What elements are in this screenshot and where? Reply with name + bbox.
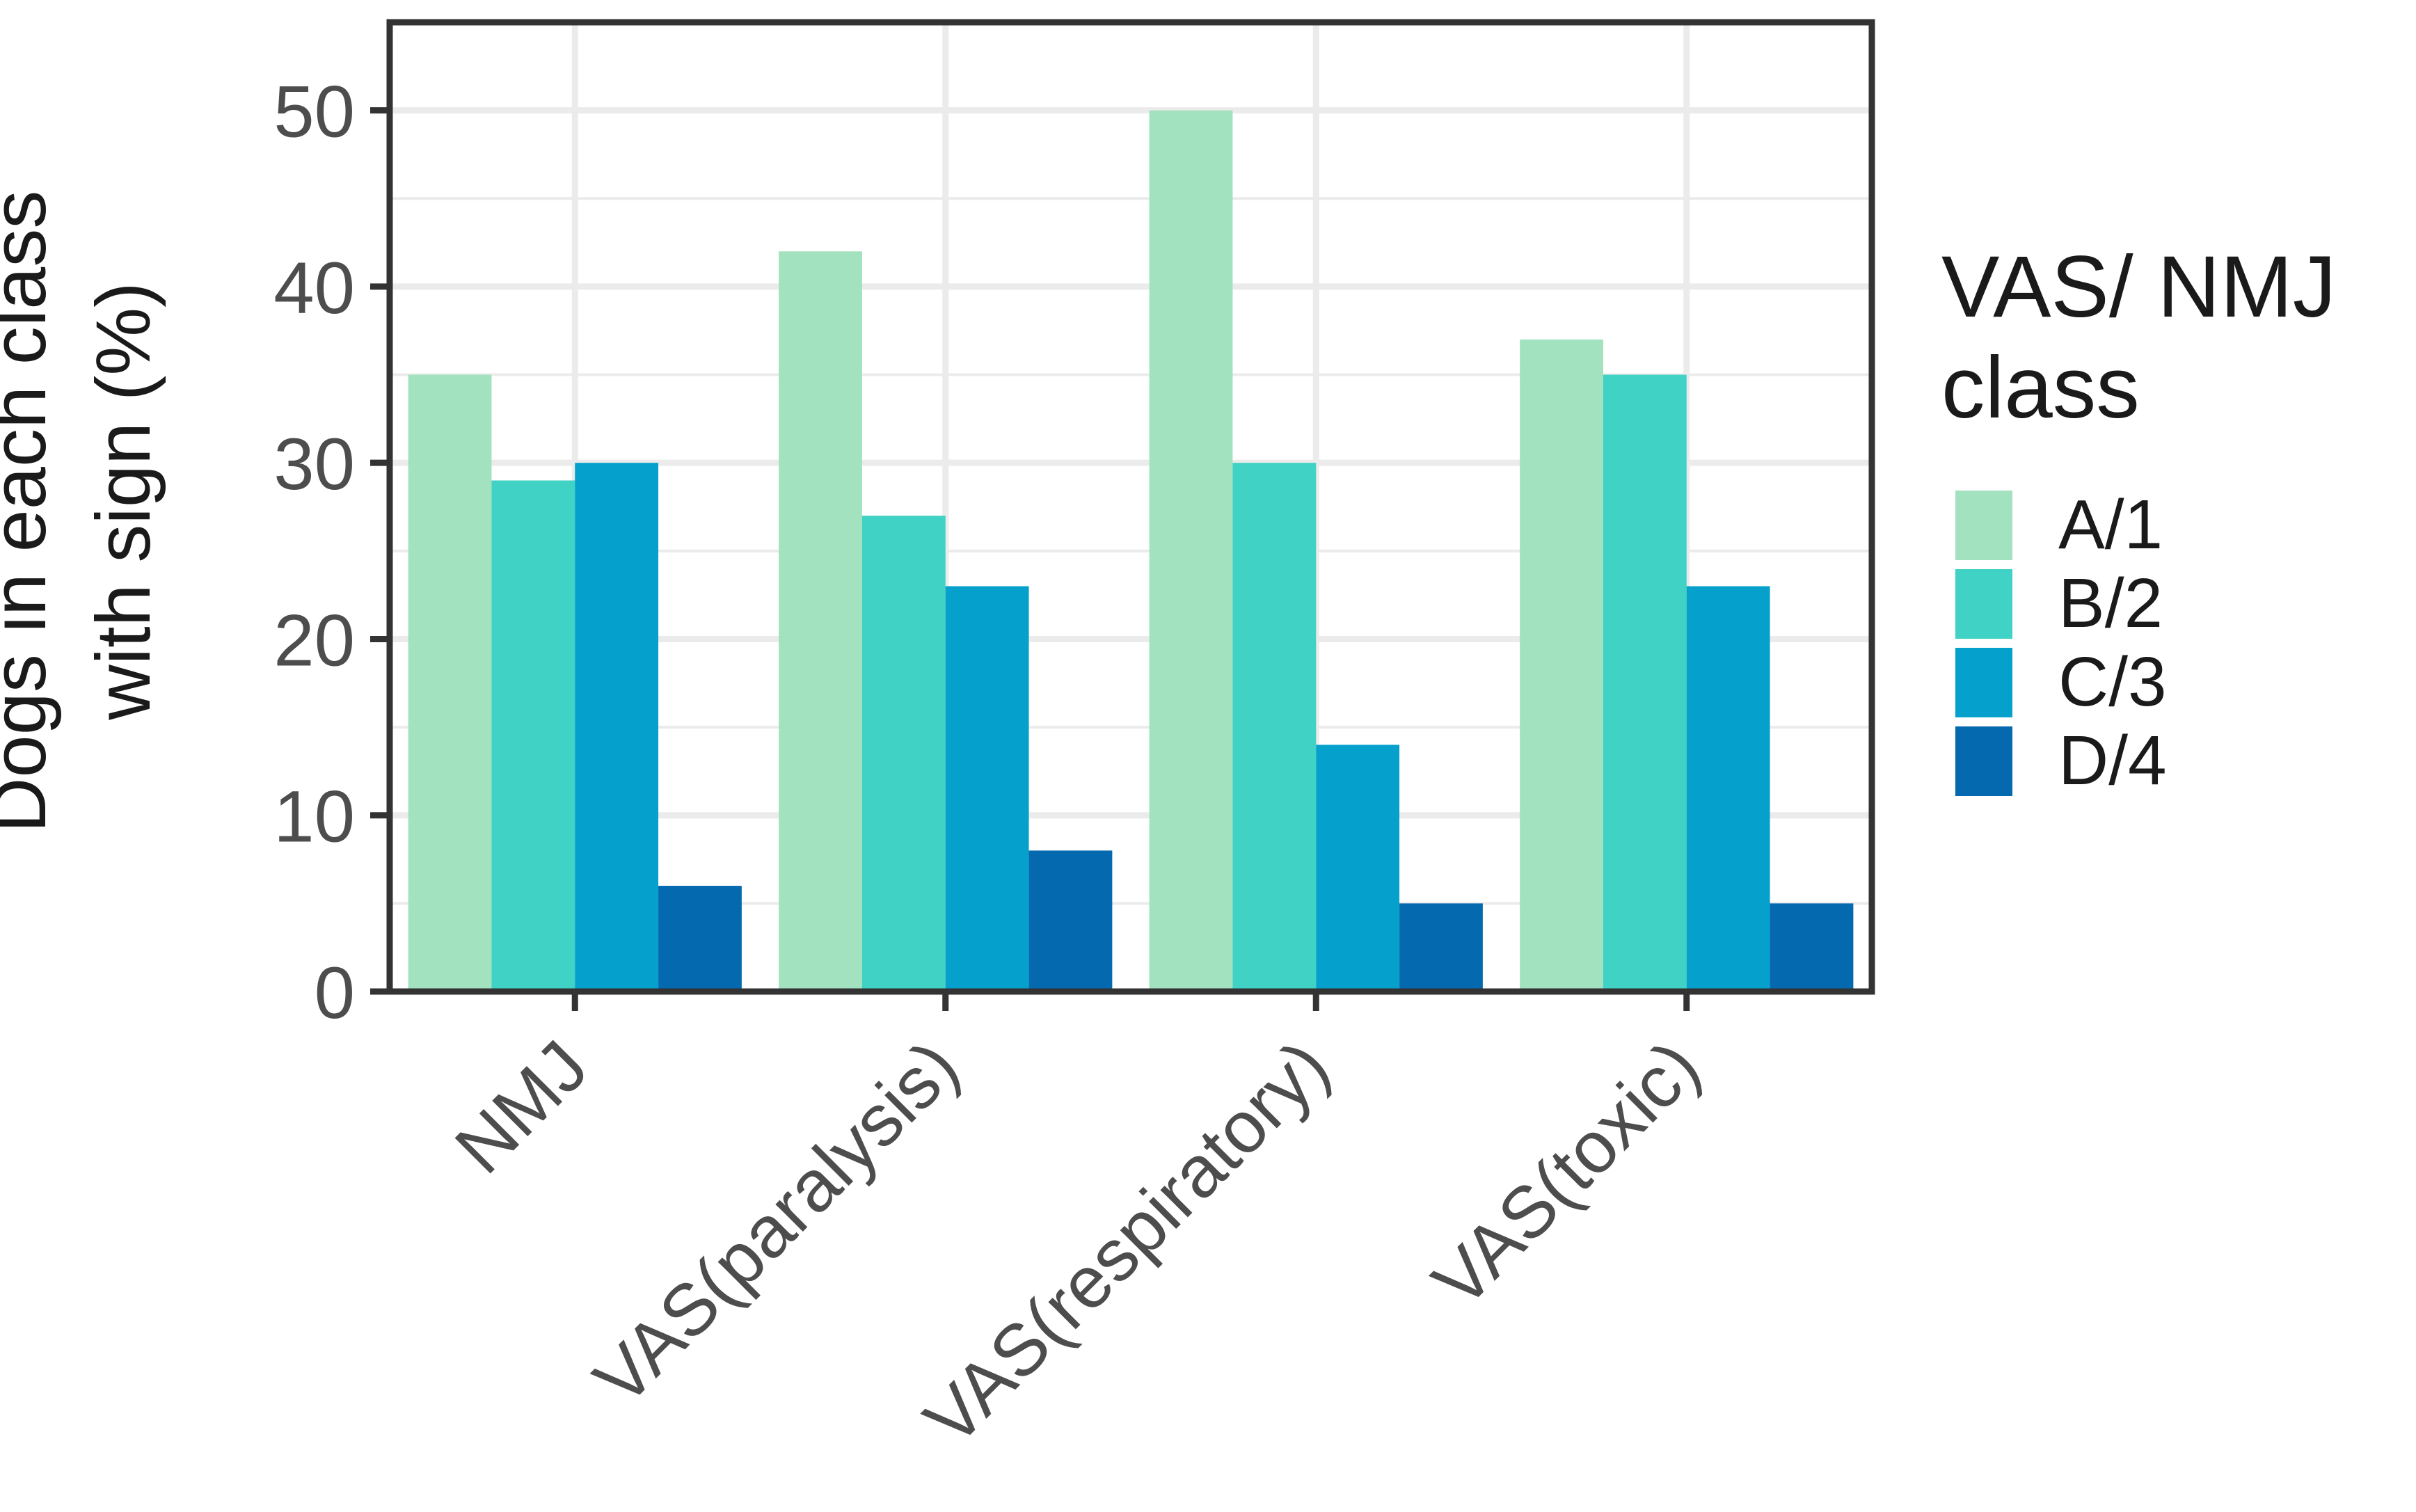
legend-label-C-3: C/3 bbox=[2058, 643, 2167, 721]
bar-A-1-vas-respiratory bbox=[1149, 110, 1233, 992]
legend-label-D-4: D/4 bbox=[2058, 722, 2167, 799]
bar-A-1-nmj bbox=[408, 374, 492, 992]
y-axis-title-line-1: Dogs in each class bbox=[0, 191, 62, 833]
y-axis-title: Dogs in each class with sign (%) bbox=[0, 169, 166, 833]
legend-swatch-B-2 bbox=[1955, 569, 2012, 639]
legend-label-A-1: A/1 bbox=[2058, 486, 2163, 564]
legend-swatch-A-1 bbox=[1955, 491, 2012, 560]
x-tick-label: VAS(paralysis) bbox=[579, 1026, 974, 1421]
x-tick-label: VAS(respiratory) bbox=[909, 1026, 1345, 1461]
y-tick-label: 10 bbox=[273, 777, 355, 858]
bar-B-2-vas-respiratory bbox=[1232, 463, 1317, 992]
y-tick-label: 40 bbox=[273, 248, 355, 329]
bar-C-3-vas-paralysis bbox=[945, 586, 1029, 992]
legend-title-line-2: class bbox=[1941, 340, 2140, 436]
plot-border bbox=[386, 19, 1875, 995]
bar-C-3-vas-toxic bbox=[1686, 586, 1770, 992]
bar-B-2-nmj bbox=[491, 480, 575, 992]
bar-B-2-vas-paralysis bbox=[861, 516, 946, 992]
legend-label-B-2: B/2 bbox=[2058, 564, 2163, 642]
y-tick-label: 50 bbox=[273, 72, 355, 153]
bar-D-4-vas-toxic bbox=[1770, 903, 1854, 992]
legend-title-line-1: VAS/ NMJ bbox=[1941, 239, 2336, 335]
y-axis-title-line-2: with sign (%) bbox=[81, 282, 166, 721]
bar-C-3-nmj bbox=[575, 463, 659, 992]
bar-B-2-vas-toxic bbox=[1603, 374, 1687, 992]
bar-A-1-vas-paralysis bbox=[779, 251, 862, 992]
legend-swatch-D-4 bbox=[1955, 726, 2012, 796]
bar-D-4-vas-respiratory bbox=[1399, 903, 1483, 992]
bar-A-1-vas-toxic bbox=[1520, 339, 1603, 992]
bars bbox=[408, 110, 1854, 992]
legend: VAS/ NMJ class A/1B/2C/3D/4 bbox=[1941, 239, 2360, 799]
bar-D-4-nmj bbox=[658, 886, 742, 992]
y-tick-label: 20 bbox=[273, 600, 355, 681]
bar-D-4-vas-paralysis bbox=[1028, 850, 1113, 992]
y-tick-label: 30 bbox=[273, 424, 355, 505]
x-tick-label: VAS(toxic) bbox=[1417, 1026, 1715, 1323]
bar-C-3-vas-respiratory bbox=[1316, 745, 1400, 992]
legend-title: VAS/ NMJ class bbox=[1941, 239, 2360, 436]
x-tick-label: NMJ bbox=[440, 1026, 603, 1189]
legend-swatch-C-3 bbox=[1955, 648, 2012, 717]
y-tick-label: 0 bbox=[315, 953, 355, 1034]
legend-items: A/1B/2C/3D/4 bbox=[1955, 486, 2167, 799]
